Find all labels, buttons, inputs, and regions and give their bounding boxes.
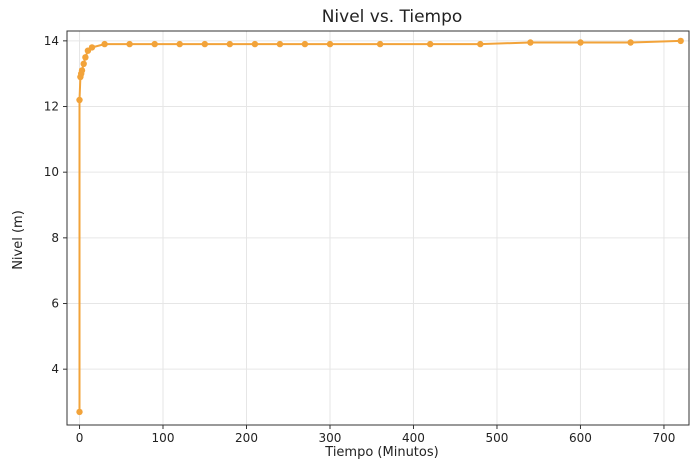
ticks: 0 100 200 300 400 500 600 700 4 6 8 10 12 14 xyxy=(44,34,676,445)
plot-frame xyxy=(66,30,690,426)
data-point xyxy=(577,39,584,46)
data-point xyxy=(627,39,634,46)
data-point xyxy=(76,96,83,104)
x-tick-label: 200 xyxy=(235,431,258,445)
data-point xyxy=(276,40,284,48)
data-point xyxy=(427,40,434,48)
data-point xyxy=(376,40,384,48)
data-point xyxy=(80,60,87,67)
x-tick-label: 500 xyxy=(486,431,509,445)
y-tick-label: 14 xyxy=(44,34,59,48)
x-tick-label: 400 xyxy=(402,431,425,445)
data-point xyxy=(78,67,86,74)
grid xyxy=(67,31,689,425)
chart-title: Nivel vs. Tiempo xyxy=(322,7,463,27)
data-point xyxy=(126,40,133,48)
data-point xyxy=(477,40,484,48)
x-axis-label: Tiempo (Minutos) xyxy=(324,445,438,460)
y-tick-label: 10 xyxy=(44,165,59,179)
data-point xyxy=(326,40,334,48)
data-point xyxy=(101,40,108,48)
y-tick-label: 12 xyxy=(44,100,59,114)
data-point xyxy=(88,44,96,51)
series-line xyxy=(78,39,681,412)
x-tick-label: 600 xyxy=(569,431,592,445)
data-point xyxy=(301,40,309,48)
y-axis-label: Nivel (m) xyxy=(11,210,26,270)
data-point xyxy=(677,37,684,45)
x-tick-label: 0 xyxy=(76,431,84,445)
data-point xyxy=(251,40,259,48)
x-tick-label: 100 xyxy=(152,431,175,445)
x-tick-label: 300 xyxy=(319,431,342,445)
data-point xyxy=(82,54,89,61)
series xyxy=(76,37,684,416)
y-tick-label: 4 xyxy=(51,362,59,376)
data-point xyxy=(201,40,208,48)
data-point xyxy=(151,40,158,48)
data-point xyxy=(226,40,233,48)
x-tick-label: 700 xyxy=(652,431,675,445)
data-point xyxy=(76,408,83,416)
y-tick-label: 8 xyxy=(51,231,59,245)
data-point xyxy=(527,39,534,46)
y-tick-label: 6 xyxy=(51,297,59,311)
data-point xyxy=(176,40,183,48)
